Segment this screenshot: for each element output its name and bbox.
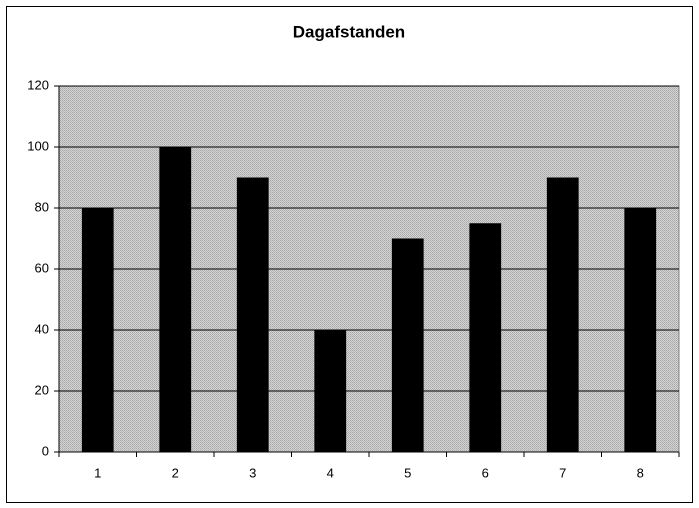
bar — [469, 223, 502, 452]
x-tick-label: 6 — [482, 465, 489, 480]
bar — [81, 208, 114, 452]
y-tick-label: 120 — [27, 77, 49, 92]
x-tick-label: 7 — [559, 465, 566, 480]
x-tick-label: 1 — [94, 465, 101, 480]
bar — [624, 208, 657, 452]
y-tick-label: 40 — [35, 321, 49, 336]
x-tick-label: 3 — [249, 465, 256, 480]
y-tick-label: 20 — [35, 382, 49, 397]
y-tick-label: 60 — [35, 260, 49, 275]
chart-title: Dagafstanden — [293, 22, 405, 41]
y-tick-label: 0 — [42, 443, 49, 458]
y-tick-label: 80 — [35, 199, 49, 214]
bar — [236, 177, 269, 452]
bar — [314, 330, 347, 452]
bar — [159, 147, 192, 452]
x-tick-label: 4 — [327, 465, 334, 480]
y-tick-label: 100 — [27, 138, 49, 153]
x-tick-label: 5 — [404, 465, 411, 480]
x-tick-label: 2 — [172, 465, 179, 480]
bar — [391, 238, 424, 452]
bar — [546, 177, 579, 452]
x-tick-label: 8 — [637, 465, 644, 480]
